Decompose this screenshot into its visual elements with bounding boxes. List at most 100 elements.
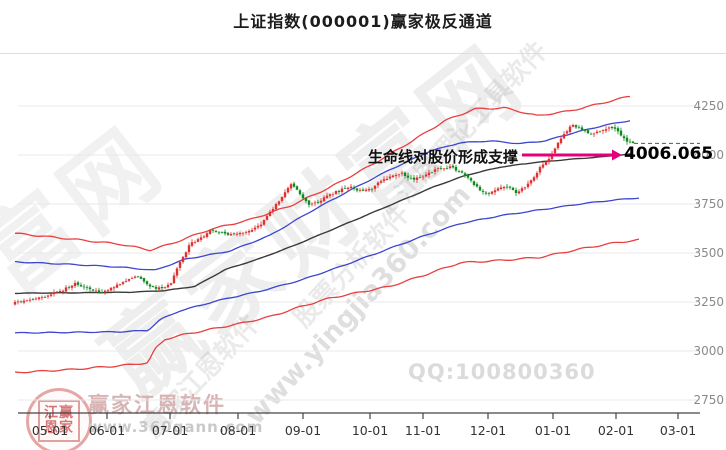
candle-body <box>622 136 626 139</box>
candle-body <box>511 187 515 190</box>
y-axis-label: 3750 <box>693 197 724 211</box>
candle-body <box>565 131 569 134</box>
support-arrow-head <box>612 149 622 161</box>
candle-body <box>124 281 128 282</box>
candle-body <box>538 167 542 173</box>
candle-body <box>76 282 80 285</box>
candle-body <box>583 130 587 132</box>
candle-body <box>529 180 533 184</box>
candle-body <box>586 130 590 134</box>
y-axis-label: 3500 <box>693 246 724 260</box>
candle-body <box>601 130 605 132</box>
candle-body <box>463 173 467 176</box>
candle-body <box>412 177 416 180</box>
candle-body <box>262 219 266 225</box>
candle-body <box>508 186 512 188</box>
candle-body <box>73 282 77 287</box>
candle-body <box>526 183 530 188</box>
candle-body <box>580 127 584 130</box>
candle-body <box>151 285 155 287</box>
candle-body <box>466 175 470 178</box>
candle-body <box>370 189 374 191</box>
candle-body <box>346 187 350 189</box>
candle-body <box>514 189 518 193</box>
candle-body <box>79 285 83 287</box>
candle-body <box>613 127 617 129</box>
candle-body <box>70 285 74 288</box>
candle-body <box>484 192 488 194</box>
candle-body <box>502 187 506 189</box>
candle-body <box>118 284 122 285</box>
candle-body <box>217 232 221 234</box>
candle-body <box>16 301 20 303</box>
candle-body <box>244 232 248 233</box>
candle-body <box>475 184 479 187</box>
y-axis-label: 2750 <box>693 393 724 407</box>
candle-body <box>232 233 236 235</box>
candle-body <box>226 232 230 235</box>
candle-body <box>115 284 119 288</box>
x-axis-label: 03-01 <box>660 423 696 438</box>
candle-body <box>91 289 95 291</box>
candle-body <box>604 129 608 131</box>
candle-body <box>619 130 623 136</box>
candle-body <box>469 178 473 181</box>
candle-body <box>142 278 146 282</box>
channel-lower-red <box>14 238 640 374</box>
candle-body <box>193 242 197 243</box>
candle-body <box>40 297 44 298</box>
candle-body <box>355 188 359 191</box>
candle-body <box>448 166 452 169</box>
x-axis-label: 06-01 <box>89 423 125 438</box>
candle-body <box>367 189 371 191</box>
candle-body <box>427 172 431 176</box>
candle-body <box>289 184 293 189</box>
candle-body <box>364 189 368 191</box>
x-axis-label: 05-01 <box>32 423 68 438</box>
candle-body <box>553 148 557 154</box>
candle-body <box>589 133 593 135</box>
candle-body <box>265 215 269 220</box>
candle-body <box>43 297 47 298</box>
candle-body <box>34 298 38 300</box>
candle-body <box>424 174 428 177</box>
y-axis-label: 3000 <box>693 344 724 358</box>
candle-body <box>307 200 311 205</box>
candle-body <box>103 290 107 293</box>
candle-body <box>22 300 26 303</box>
candle-body <box>280 196 284 201</box>
candle-body <box>223 231 227 234</box>
candle-body <box>628 141 632 143</box>
candle-body <box>400 172 404 174</box>
candle-body <box>235 233 239 235</box>
channel-upper-red <box>14 95 631 252</box>
candle-body <box>436 168 440 170</box>
candle-body <box>454 166 458 171</box>
candle-body <box>487 193 491 194</box>
candle-body <box>52 292 56 295</box>
candle-body <box>64 287 68 292</box>
candle-body <box>13 301 17 305</box>
candle-body <box>160 287 164 288</box>
candle-body <box>571 125 575 127</box>
candle-body <box>391 175 395 178</box>
candle-body <box>544 161 548 165</box>
candle-body <box>568 126 572 132</box>
candle-body <box>190 242 194 246</box>
candle-body <box>421 176 425 178</box>
candle-body <box>55 291 59 293</box>
candle-body <box>163 287 167 288</box>
x-axis-label: 01-01 <box>535 423 571 438</box>
candle-body <box>361 189 365 191</box>
candle-body <box>292 183 296 187</box>
candle-body <box>256 225 260 228</box>
candle-body <box>598 131 602 133</box>
candle-body <box>631 141 635 144</box>
candle-body <box>31 298 35 300</box>
candle-body <box>493 190 497 193</box>
x-axis-label: 12-01 <box>470 423 506 438</box>
candle-body <box>418 177 422 179</box>
candle-body <box>166 284 170 288</box>
candle-body <box>205 233 209 237</box>
candle-body <box>25 300 29 302</box>
